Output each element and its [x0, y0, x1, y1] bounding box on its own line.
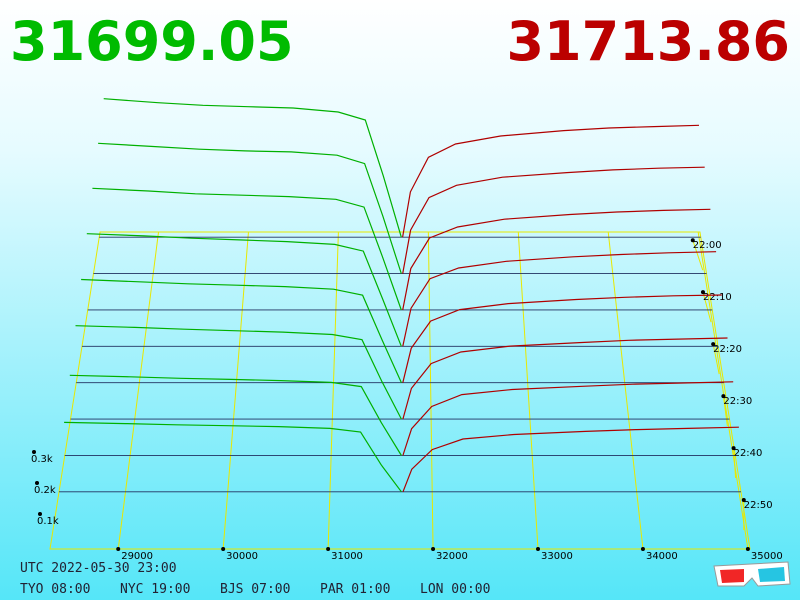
bid-price: 31699.05: [10, 10, 294, 73]
time-tick-label: 22:00: [693, 240, 722, 251]
x-grid-line: [517, 231, 539, 550]
time-tick-mark: [721, 394, 726, 399]
ask-depth-line: [402, 426, 739, 493]
zone-time: NYC 19:00: [120, 582, 190, 597]
x-tick-mark: [221, 547, 226, 551]
zone-time: PAR 01:00: [320, 582, 390, 597]
x-tick-mark: [745, 547, 750, 551]
x-tick-label: 29000: [121, 551, 153, 562]
time-grid-line: [702, 292, 712, 323]
time-tick-label: 22:50: [744, 500, 773, 511]
x-tick-label: 30000: [226, 551, 258, 562]
3d-glasses-icon: [713, 561, 791, 587]
y-tick-label: 0.1k: [37, 516, 59, 527]
y-tick-mark: [35, 481, 39, 485]
ask-depth-line: [402, 381, 734, 456]
time-tick-label: 22:10: [703, 292, 732, 303]
y-tick-label: 0.3k: [31, 454, 53, 465]
time-tick-label: 22:40: [734, 448, 763, 459]
time-tick-mark: [741, 498, 746, 503]
x-tick-label: 35000: [751, 551, 783, 562]
ask-depth-line: [402, 251, 717, 347]
y-tick-mark: [32, 450, 36, 454]
utc-time: UTC 2022-05-30 23:00: [20, 561, 177, 576]
bid-depth-line: [69, 374, 402, 456]
time-tick-mark: [731, 446, 736, 451]
bid-depth-line: [64, 421, 402, 493]
x-tick-mark: [640, 547, 645, 551]
x-grid-line: [427, 231, 434, 550]
time-tick-mark: [690, 238, 695, 243]
x-tick-label: 33000: [541, 551, 573, 562]
zone-times: TYO 08:00 NYC 19:00 BJS 07:00 PAR 01:00 LON …: [20, 582, 490, 597]
zone-time: LON 00:00: [420, 582, 490, 597]
bid-depth-line: [98, 142, 402, 274]
time-grid-line: [733, 448, 737, 479]
time-tick-label: 22:20: [713, 344, 742, 355]
x-grid-line: [607, 231, 644, 550]
bid-depth-line: [75, 325, 402, 420]
x-tick-label: 31000: [331, 551, 363, 562]
x-tick-mark: [326, 547, 331, 551]
x-grid-line: [117, 231, 160, 550]
x-tick-label: 32000: [436, 551, 468, 562]
time-tick-mark: [711, 342, 716, 347]
x-tick-mark: [431, 547, 436, 551]
bid-depth-line: [81, 278, 402, 383]
ask-depth-line: [402, 166, 705, 274]
time-grid-line: [712, 344, 720, 375]
x-tick-mark: [536, 547, 541, 551]
plot: 29000 30000 31000 32000 33000 34000 35000 0.1k 0…: [31, 98, 783, 562]
ask-depth-line: [402, 208, 711, 311]
time-tick-mark: [700, 290, 705, 295]
x-grid-line: [697, 231, 749, 550]
ask-price: 31713.86: [506, 10, 790, 73]
floor-outline: [49, 231, 751, 550]
y-tick-label: 0.2k: [34, 485, 56, 496]
zone-time: TYO 08:00: [20, 582, 90, 597]
ask-depth-line: [402, 124, 700, 238]
ask-depth-line: [402, 294, 722, 383]
x-tick-label: 34000: [646, 551, 678, 562]
time-grid-line: [692, 240, 704, 271]
time-grid-line: [722, 396, 728, 427]
ask-depth-line: [402, 337, 728, 420]
x-tick-mark: [116, 547, 121, 551]
x-grid-line: [327, 231, 339, 550]
bid-depth-line: [103, 98, 402, 238]
bid-depth-line: [92, 187, 402, 311]
bid-depth-line: [86, 233, 402, 347]
time-tick-label: 22:30: [723, 396, 752, 407]
y-tick-mark: [38, 512, 42, 516]
zone-time: BJS 07:00: [220, 582, 290, 597]
